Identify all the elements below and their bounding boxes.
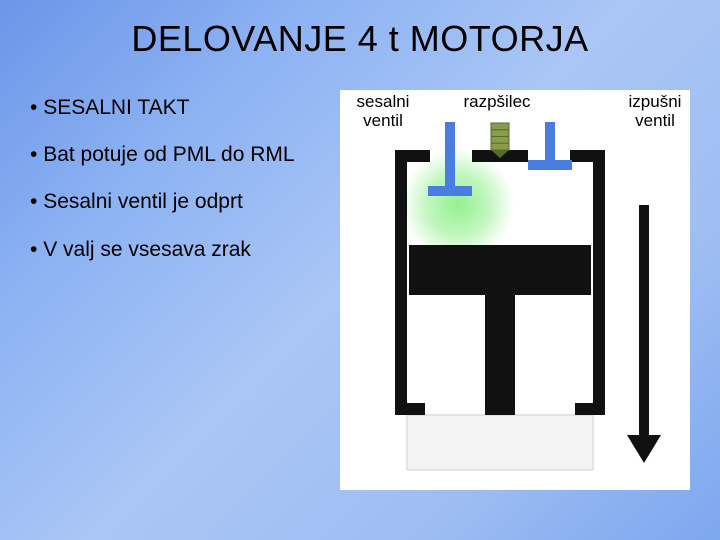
bullet-4: V valj se vsesava zrak — [30, 237, 330, 262]
bullet-2: Bat potuje od PML do RML — [30, 142, 330, 167]
text-column: SESALNI TAKT Bat potuje od PML do RML Se… — [30, 90, 330, 284]
content-row: SESALNI TAKT Bat potuje od PML do RML Se… — [30, 90, 690, 284]
diagram-column: sesalni ventil razpšilec izpušni ventil — [340, 90, 695, 284]
bullet-3: Sesalni ventil je odprt — [30, 189, 330, 214]
engine-diagram — [340, 90, 695, 490]
slide-title: DELOVANJE 4 t MOTORJA — [30, 18, 690, 60]
bullet-1: SESALNI TAKT — [30, 95, 330, 120]
